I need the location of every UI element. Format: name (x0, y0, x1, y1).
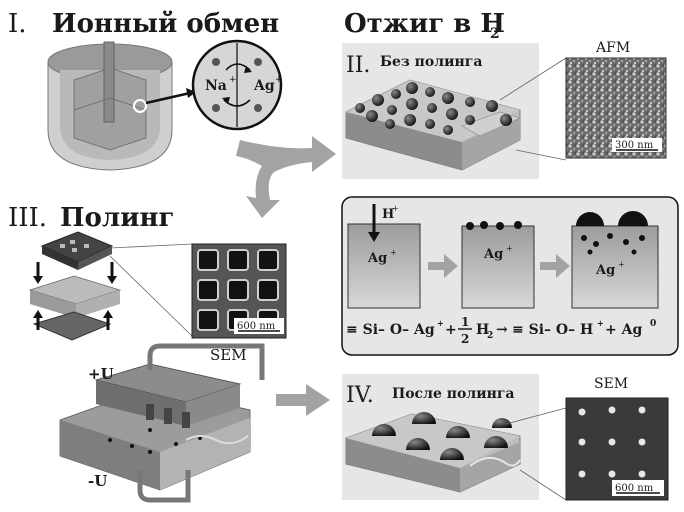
section-poling: III. Полинг (8, 203, 330, 503)
annealing-header: Отжиг в H 2 (344, 9, 505, 42)
equation-frac-num: 1 (461, 315, 469, 329)
sem-stamp-label: SEM (210, 346, 247, 364)
poling-stamp-electrode (40, 231, 114, 270)
process-branch-arrow (236, 136, 336, 218)
equation-h2-subscript: 2 (487, 331, 493, 341)
equation-plus-1: + (445, 322, 457, 338)
mechanism-ag-charge-1: + (390, 248, 397, 257)
annealing-title-subscript: 2 (490, 26, 500, 42)
section-iv-numeral: IV. (346, 383, 374, 408)
annealing-title: Отжиг в H (344, 9, 505, 39)
section-ii-title: Без полинга (380, 54, 482, 70)
poling-bottom-electrode (32, 311, 112, 341)
equation-ag-charge: + (437, 318, 444, 328)
ion-ag-label: Ag (253, 78, 275, 94)
equation-right: ≡ Si– O– H (512, 322, 593, 338)
afm-scale-box (612, 138, 662, 152)
section-iii-numeral: III. (8, 203, 47, 233)
mechanism-ag-label-3: Ag (595, 263, 615, 278)
mechanism-h-charge: + (392, 204, 399, 213)
reduction-equation: ≡ Si– O– Ag + + 1 2 H 2 → ≡ Si– O– H + +… (346, 315, 656, 346)
reduction-mechanism: H + Ag + Ag + Ag + ≡ Si– O– Ag + + 1 2 H… (341, 196, 679, 356)
process-arrow-to-iv (276, 384, 330, 416)
sem-result-label: SEM (594, 376, 628, 392)
mechanism-arrow-1 (428, 254, 458, 278)
equation-frac-den: 2 (461, 332, 469, 346)
ion-na-label: Na (205, 78, 227, 94)
mechanism-step-1 (347, 223, 421, 309)
sem-stamp-image: 600 nm (191, 243, 287, 339)
mechanism-arrow-2 (540, 254, 570, 278)
poling-glass-sample (28, 275, 122, 318)
mechanism-h-label: H (382, 207, 394, 222)
equation-ag0-superscript: 0 (650, 319, 656, 329)
equation-left: ≡ Si– O– Ag (346, 322, 435, 338)
sem-result-scale-label: 600 nm (615, 483, 654, 494)
mechanism-ag-label-1: Ag (367, 251, 387, 266)
negative-voltage-label: -U (88, 472, 107, 490)
poling-assembly-3d (59, 343, 265, 503)
mechanism-step-2 (461, 225, 535, 309)
section-iii-title: Полинг (60, 203, 174, 233)
mechanism-ag-charge-2: + (506, 244, 513, 253)
ion-ag-charge: + (275, 75, 283, 85)
equation-h2: H (476, 322, 489, 338)
equation-plus-ag: + Ag (605, 322, 642, 338)
afm-scale-label: 300 nm (615, 140, 654, 151)
section-ion-exchange: I. Ионный обмен Na + Ag + (8, 9, 336, 218)
sem-result-image: 600 nm (565, 397, 669, 501)
section-iv-title: После полинга (392, 386, 514, 402)
mechanism-ag-label-2: Ag (483, 247, 503, 262)
positive-voltage-label: +U (88, 365, 114, 383)
sem-stamp-scale-label: 600 nm (237, 321, 276, 332)
silver-nanoparticles-ordered (372, 412, 512, 460)
section-without-poling: II. Без полинга (342, 40, 667, 179)
equation-h-charge: + (597, 318, 604, 328)
ion-exchange-diagram: Na + Ag + (191, 39, 283, 131)
mechanism-ag-charge-3: + (618, 260, 625, 269)
ion-na-charge: + (229, 75, 237, 85)
ion-exchange-bath (47, 41, 196, 171)
afm-label: AFM (595, 40, 630, 56)
equation-arrow: → (496, 322, 508, 338)
silver-nanoparticles-random (355, 82, 512, 135)
section-ii-numeral: II. (346, 53, 370, 78)
section-i-title: Ионный обмен (52, 9, 279, 39)
poling-arrows (33, 262, 117, 330)
section-after-poling: IV. После полинга SEM (342, 374, 669, 501)
section-i-numeral: I. (8, 9, 27, 39)
